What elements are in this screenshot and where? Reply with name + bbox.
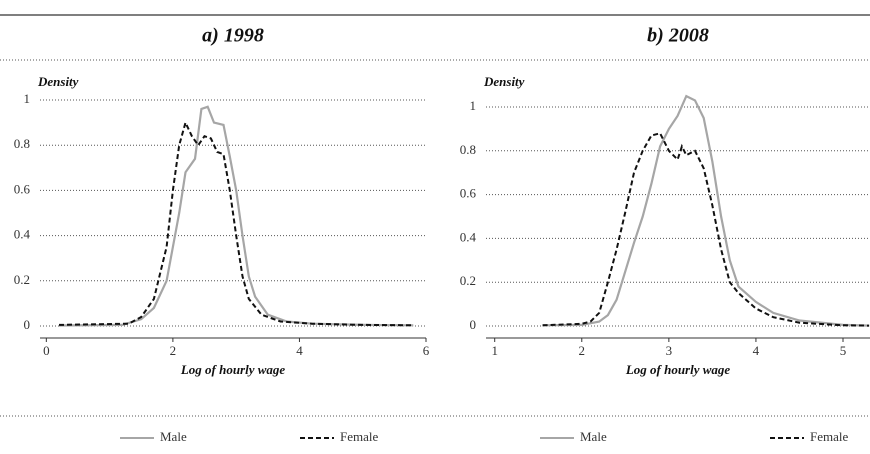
panel-title: a) 1998 xyxy=(202,25,264,47)
x-axis-label: Log of hourly wage xyxy=(625,362,731,377)
y-tick-label: 0 xyxy=(24,317,31,332)
legend-label: Female xyxy=(340,429,378,444)
legend-label: Male xyxy=(580,429,607,444)
legend-label: Male xyxy=(160,429,187,444)
x-tick-label: 0 xyxy=(43,343,50,358)
y-axis-label: Density xyxy=(483,74,525,89)
y-tick-label: 0.8 xyxy=(460,142,476,157)
y-axis-label: Density xyxy=(37,74,79,89)
density-line xyxy=(542,94,870,327)
y-tick-label: 0.4 xyxy=(460,229,477,244)
x-tick-label: 6 xyxy=(423,343,430,358)
density-line xyxy=(542,132,870,327)
y-tick-label: 0.2 xyxy=(460,273,476,288)
y-tick-label: 1 xyxy=(470,98,477,113)
x-tick-label: 3 xyxy=(666,343,673,358)
y-tick-label: 0 xyxy=(470,317,477,332)
x-tick-label: 1 xyxy=(491,343,498,358)
density-line xyxy=(58,105,414,327)
x-tick-label: 2 xyxy=(170,343,177,358)
y-tick-label: 0.4 xyxy=(14,227,31,242)
legend-label: Female xyxy=(810,429,848,444)
y-tick-label: 0.6 xyxy=(14,181,31,196)
y-tick-label: 0.6 xyxy=(460,186,477,201)
x-tick-label: 4 xyxy=(753,343,760,358)
y-tick-label: 0.2 xyxy=(14,272,30,287)
x-tick-label: 2 xyxy=(579,343,586,358)
y-tick-label: 1 xyxy=(24,91,31,106)
x-tick-label: 4 xyxy=(296,343,303,358)
density-line xyxy=(58,119,414,327)
y-tick-label: 0.8 xyxy=(14,136,30,151)
x-axis-label: Log of hourly wage xyxy=(180,362,286,377)
panel-title: b) 2008 xyxy=(647,25,709,47)
x-tick-label: 5 xyxy=(840,343,847,358)
